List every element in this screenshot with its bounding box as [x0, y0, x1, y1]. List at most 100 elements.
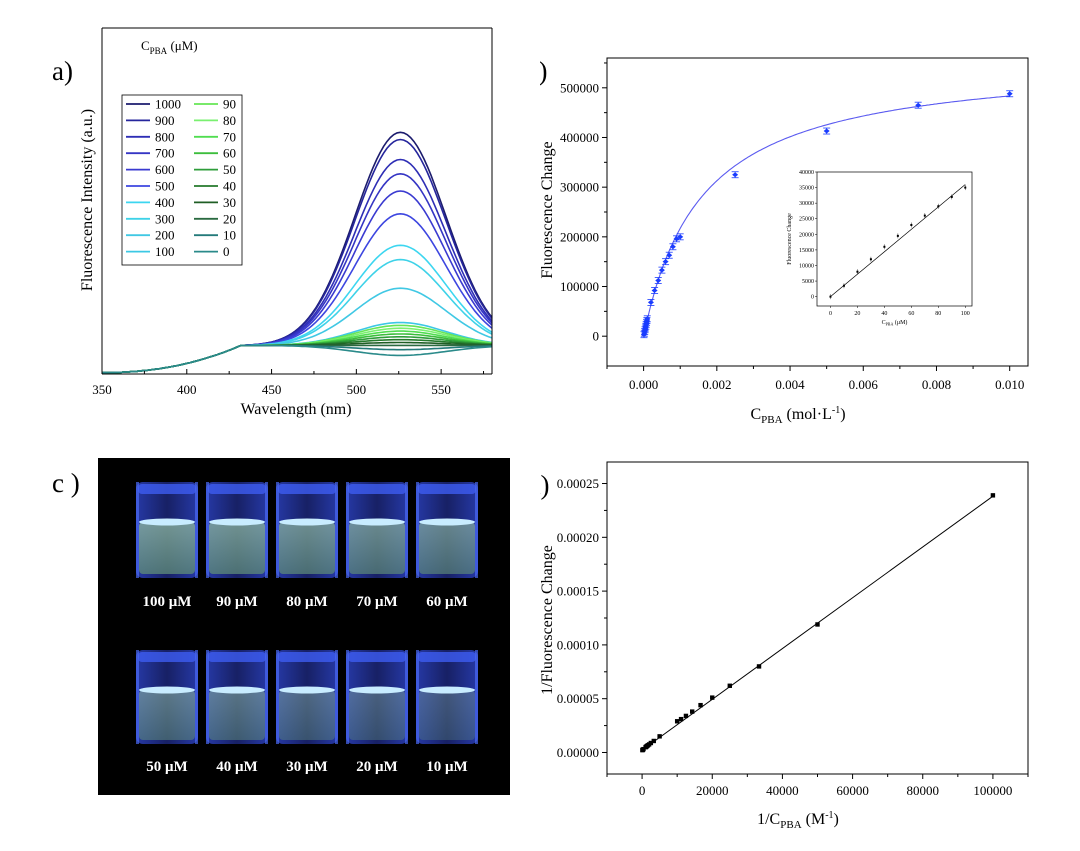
- legend-label-90: 90: [223, 97, 236, 112]
- panel-d-x-tick-label: 20000: [696, 783, 729, 798]
- vial-liquid: [139, 690, 195, 740]
- inset-x-tick-label: 0: [829, 311, 832, 317]
- panel-b-point-marker: [823, 128, 830, 134]
- panel-c-photo: c ) 100 μM 90 μM 80 μM 70 μM 60 μM 50 μM 40 μM…: [52, 458, 510, 795]
- panel-a-chart: a) 350 400 450 500 550 CPBA (μM)100090080070…: [52, 27, 493, 418]
- legend-label-500: 500: [155, 179, 175, 194]
- panel-d-x-tick-label: 60000: [836, 783, 869, 798]
- vial-liquid: [349, 690, 405, 740]
- inset-plot-frame: [816, 171, 973, 307]
- legend-label-20: 20: [223, 211, 236, 226]
- vial-liquid: [279, 690, 335, 740]
- panel-b-x-axis-title: CPBA (mol·L-1): [750, 405, 845, 426]
- vial-cap: [138, 484, 196, 494]
- panel-b-point-marker: [1006, 91, 1013, 97]
- panel-a-legend-box: [121, 94, 243, 266]
- vial-meniscus: [279, 686, 335, 694]
- vial-edge-right: [265, 650, 268, 744]
- panel-b-point-marker: [655, 278, 662, 284]
- panel-a-x-axis-title: Wavelength (nm): [240, 401, 351, 418]
- inset-y-axis-title: Fluorescence Change: [787, 213, 793, 265]
- inset-y-tick-label: 30000: [799, 201, 814, 207]
- inset-x-tick-label: 100: [961, 311, 970, 317]
- panel-d-data-point: [690, 709, 695, 714]
- panel-d-data-point: [990, 493, 996, 498]
- panel-a-legend-title: CPBA (μM): [141, 38, 198, 56]
- panel-b-data-point: [665, 251, 673, 259]
- vial-liquid: [419, 522, 475, 574]
- panel-b-point-marker: [732, 172, 739, 178]
- inset-x-tick-label: 40: [881, 311, 887, 317]
- vial-cap: [278, 484, 336, 494]
- panel-b-data-point: [643, 315, 651, 323]
- legend-label-600: 600: [155, 162, 175, 177]
- panel-b-y-tick-label: 0: [593, 329, 600, 344]
- panel-d-y-tick-label: 0.00015: [557, 584, 599, 599]
- panel-b-point-marker: [669, 244, 676, 250]
- vial-meniscus: [209, 686, 265, 694]
- panel-d-y-tick-label: 0.00025: [557, 476, 599, 491]
- panel-a-x-tick-label: 500: [347, 382, 367, 397]
- legend-label-1000: 1000: [155, 97, 181, 112]
- panel-b-data-point: [647, 299, 655, 306]
- vial-edge-right: [335, 650, 338, 744]
- panel-d-data-point: [710, 695, 715, 700]
- vial-label-bottom: 40 μM: [216, 759, 257, 775]
- vial-edge-left: [416, 482, 419, 578]
- panel-b-y-tick-label: 300000: [560, 180, 599, 195]
- panel-b-y-tick-label: 100000: [560, 279, 599, 294]
- vial-edge-left: [136, 650, 139, 744]
- vial-meniscus: [349, 686, 405, 694]
- spectrum-line-0: [102, 344, 493, 374]
- panel-d-x-tick-label: 80000: [907, 783, 940, 798]
- panel-b-point-marker: [677, 234, 684, 240]
- panel-b-data-point: [823, 127, 831, 135]
- legend-label-800: 800: [155, 129, 175, 144]
- legend-label-100: 100: [155, 244, 175, 259]
- inset-x-tick-label: 60: [908, 311, 914, 317]
- panel-a-y-axis-title: Fluorescence Intensity (a.u.): [79, 109, 96, 291]
- legend-label-10: 10: [223, 228, 236, 243]
- vial-cap: [138, 652, 196, 662]
- vial-edge-left: [276, 650, 279, 744]
- legend-label-900: 900: [155, 113, 175, 128]
- spectrum-line-300: [102, 258, 493, 374]
- vial-label-top: 80 μM: [286, 594, 327, 610]
- panel-b-point-marker: [651, 287, 658, 293]
- panel-b-point-marker: [644, 316, 651, 322]
- panel-b-data-point: [1006, 90, 1014, 98]
- panel-b-y-tick-label: 400000: [560, 130, 599, 145]
- panel-b-fit-curve: [643, 95, 1010, 337]
- inset-y-tick-label: 20000: [799, 232, 814, 238]
- vial-edge-right: [265, 482, 268, 578]
- panel-b-y-tick-label: 500000: [560, 80, 599, 95]
- legend-label-80: 80: [223, 113, 236, 128]
- inset-y-tick-label: 25000: [799, 217, 814, 223]
- legend-label-400: 400: [155, 195, 175, 210]
- panel-a-x-tick-label: 550: [431, 382, 451, 397]
- panel-b-label: b): [540, 56, 548, 86]
- panel-c-label: c ): [52, 468, 80, 498]
- panel-b-data-point: [669, 243, 677, 251]
- panel-d-data-point: [756, 664, 762, 669]
- vial-bottom-3: [346, 650, 408, 744]
- legend-label-300: 300: [155, 211, 175, 226]
- panel-d-data-point: [657, 734, 662, 739]
- panel-d-data-point: [815, 622, 820, 627]
- panel-b-point-marker: [658, 267, 665, 273]
- vial-cap: [348, 652, 406, 662]
- vial-label-bottom: 20 μM: [356, 759, 397, 775]
- vial-liquid: [209, 522, 265, 574]
- panel-d-data-point: [648, 740, 654, 746]
- panel-d-data-point: [727, 683, 732, 688]
- panel-b-data-point: [676, 233, 684, 241]
- legend-label-200: 200: [155, 228, 175, 243]
- panel-b-y-tick-label: 200000: [560, 229, 599, 244]
- panel-b-x-tick-label: 0.010: [995, 377, 1024, 392]
- vial-top-3: [346, 482, 408, 578]
- vial-edge-right: [195, 482, 198, 578]
- panel-b-data-point: [658, 266, 666, 274]
- vial-label-top: 70 μM: [356, 594, 397, 610]
- inset-y-tick-label: 0: [811, 295, 814, 301]
- panel-d-y-tick-label: 0.00010: [557, 637, 599, 652]
